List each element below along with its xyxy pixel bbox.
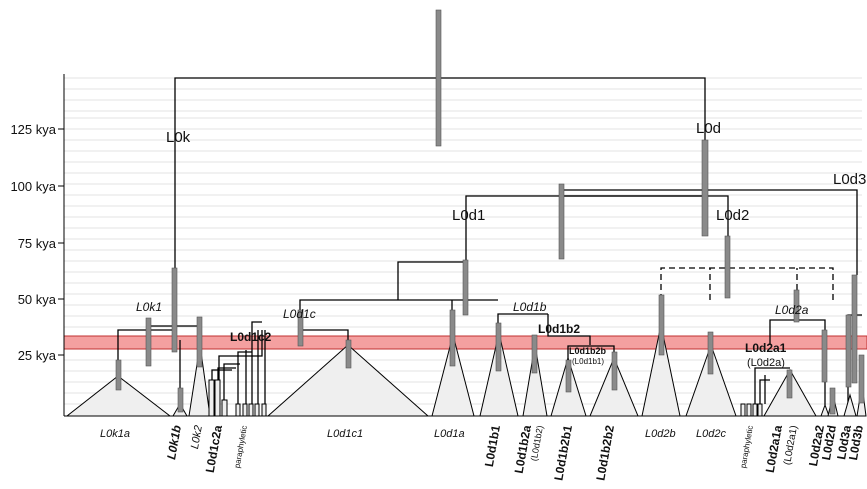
clade-labels: L0k L0d L0d3 L0d1 L0d2 L0k1 L0d1c L0d1c2… xyxy=(136,120,866,369)
label-L0k: L0k xyxy=(166,129,191,146)
leaf-L0d2a1a-alt: (L0d2a1) xyxy=(782,425,800,466)
gridlines xyxy=(64,77,862,405)
tick-label-50: 50 kya xyxy=(18,292,57,307)
leaf-L0k1b: L0k1b xyxy=(164,424,184,461)
label-L0d1: L0d1 xyxy=(452,207,485,224)
tick-label-125: 125 kya xyxy=(10,122,56,137)
label-L0k1: L0k1 xyxy=(136,300,162,314)
leaf-L0d1a: L0d1a xyxy=(434,428,465,440)
label-L0d2a1: L0d2a1 xyxy=(745,341,787,355)
leaf-L0d2b: L0d2b xyxy=(645,428,676,440)
label-L0d1b2b-alt: (L0d1b1) xyxy=(572,357,604,366)
label-L0d3: L0d3 xyxy=(833,171,866,188)
leaf-L0d1c1: L0d1c1 xyxy=(327,428,363,440)
leaf-triangles xyxy=(65,324,867,417)
label-L0d1c2: L0d1c2 xyxy=(230,330,272,344)
leaf-labels: L0k1a L0k1b L0k2 L0d1c2a paraphyletic L0… xyxy=(100,424,866,482)
confidence-bars xyxy=(115,9,865,415)
label-L0d2a: L0d2a xyxy=(775,303,809,317)
leaf-paraphyletic-1: paraphyletic xyxy=(233,425,249,469)
leaf-L0d1b1: L0d1b1 xyxy=(482,424,503,468)
y-axis: 125 kya 100 kya 75 kya 50 kya 25 kya xyxy=(10,74,65,416)
label-L0d: L0d xyxy=(696,120,721,137)
leaf-L0d1b2b1: L0d1b2b1 xyxy=(551,424,575,482)
leaf-L0k2: L0k2 xyxy=(189,424,205,450)
label-L0d2a1-alt: (L0d2a) xyxy=(747,357,785,369)
leaf-L0d2c: L0d2c xyxy=(696,428,726,440)
leaf-L0d1b2b2: L0d1b2b2 xyxy=(593,424,617,482)
tick-label-100: 100 kya xyxy=(10,179,56,194)
label-L0d1c: L0d1c xyxy=(283,307,316,321)
leaf-L0k1a: L0k1a xyxy=(100,428,130,440)
leaf-L0d3a: L0d3a xyxy=(834,424,854,461)
label-L0d1b2: L0d1b2 xyxy=(538,322,580,336)
tree-branches xyxy=(117,77,862,405)
label-L0d1b: L0d1b xyxy=(513,300,547,314)
leaf-L0d2d: L0d2d xyxy=(819,424,839,461)
label-L0d2: L0d2 xyxy=(716,207,749,224)
leaf-L0d3b: L0d3b xyxy=(846,424,866,461)
leaf-paraphyletic-2: paraphyletic xyxy=(739,425,755,469)
label-L0d1b2b: L0d1b2b xyxy=(569,346,607,356)
tick-label-25: 25 kya xyxy=(18,348,57,363)
tick-label-75: 75 kya xyxy=(18,236,57,251)
leaf-L0d2a1a: L0d2a1a xyxy=(763,424,785,474)
leaf-L0d1c2a: L0d1c2a xyxy=(203,424,225,474)
